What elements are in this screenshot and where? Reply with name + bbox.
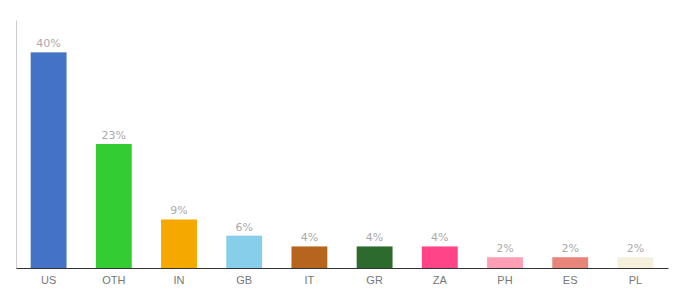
- x-tick: OTH: [102, 274, 125, 286]
- data-label: 4%: [366, 231, 383, 244]
- x-tick-label: GR: [366, 274, 383, 286]
- bars: [31, 52, 654, 268]
- data-label: 2%: [561, 242, 578, 255]
- bar: [487, 257, 523, 268]
- y-axis: [16, 21, 17, 269]
- x-tick-label: US: [41, 274, 56, 286]
- x-tick: ZA: [433, 274, 448, 286]
- x-tick: PH: [497, 274, 512, 286]
- x-tick: ES: [563, 274, 578, 286]
- data-labels: 40% 23% 9% 6% 4% 4% 4% 2% 2% 2%: [36, 37, 644, 255]
- x-axis: US OTH IN GB IT GR ZA PH ES PL: [17, 269, 669, 286]
- x-tick: PL: [629, 274, 642, 286]
- bar: [291, 246, 327, 268]
- x-tick-label: IN: [174, 274, 185, 286]
- bar: [31, 52, 67, 268]
- x-tick: IT: [305, 274, 315, 286]
- bar: [552, 257, 588, 268]
- bar: [226, 236, 262, 268]
- data-label: 4%: [301, 231, 318, 244]
- x-axis-line: [17, 268, 669, 269]
- x-tick-label: IT: [305, 274, 315, 286]
- bar: [96, 144, 132, 268]
- bar: [422, 246, 458, 268]
- x-tick: US: [41, 274, 56, 286]
- x-tick-label: ZA: [433, 274, 448, 286]
- bar: [357, 246, 393, 268]
- data-label: 23%: [102, 129, 126, 142]
- data-label: 6%: [235, 221, 252, 234]
- bar: [161, 219, 197, 268]
- bar: [617, 257, 653, 268]
- data-label: 9%: [170, 204, 187, 217]
- x-tick: GR: [366, 274, 383, 286]
- data-label: 2%: [496, 242, 513, 255]
- x-tick-label: PH: [497, 274, 512, 286]
- chart: US OTH IN GB IT GR ZA PH ES PL 40% 23% 9% 6% 4% 4% 4% 2% 2…: [0, 0, 680, 300]
- x-tick-label: PL: [629, 274, 642, 286]
- plot: US OTH IN GB IT GR ZA PH ES PL 40% 23% 9% 6% 4% 4% 4% 2% 2…: [17, 21, 669, 286]
- y-axis-line: [16, 21, 17, 269]
- x-tick-label: OTH: [102, 274, 125, 286]
- x-tick-label: ES: [563, 274, 578, 286]
- x-tick: GB: [236, 274, 252, 286]
- data-label: 40%: [36, 37, 60, 50]
- data-label: 4%: [431, 231, 448, 244]
- x-tick-label: GB: [236, 274, 252, 286]
- data-label: 2%: [627, 242, 644, 255]
- x-tick: IN: [174, 274, 185, 286]
